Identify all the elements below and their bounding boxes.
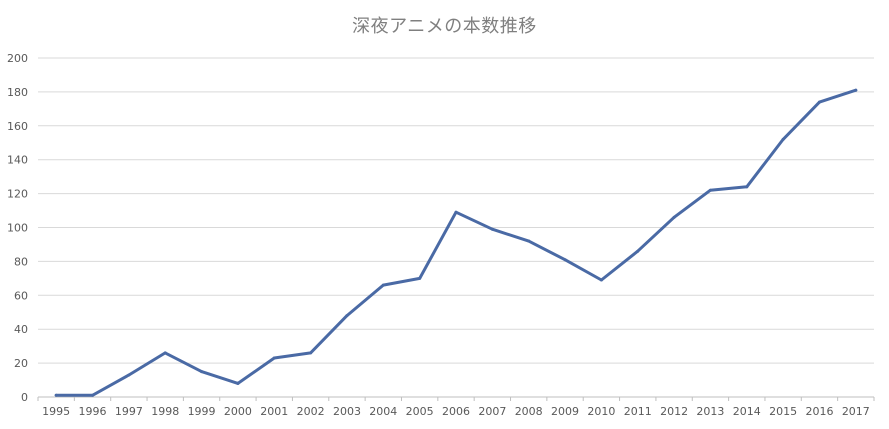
x-tick-label: 1998	[151, 405, 179, 418]
data-point	[490, 227, 494, 231]
x-tick-label: 2004	[369, 405, 397, 418]
x-tick-label: 2008	[515, 405, 543, 418]
x-tick-label: 2001	[260, 405, 288, 418]
y-tick-label: 0	[21, 391, 28, 404]
data-point	[236, 381, 240, 385]
y-tick-label: 20	[14, 357, 28, 370]
x-tick-label: 2015	[769, 405, 797, 418]
axes	[37, 396, 875, 401]
x-tick-label: 1995	[42, 405, 70, 418]
x-tick-label: 2003	[333, 405, 361, 418]
data-point	[345, 314, 349, 318]
y-tick-label: 160	[7, 120, 28, 133]
x-tick-labels: 1995 1996 1997 1998 1999 2000 2001 2002 2003 2004…	[42, 405, 870, 418]
chart-title: 深夜アニメの本数推移	[352, 16, 537, 37]
data-point	[708, 188, 712, 192]
x-tick-label: 2013	[696, 405, 724, 418]
data-point	[781, 137, 785, 141]
x-tick-label: 2000	[224, 405, 252, 418]
data-point	[381, 283, 385, 287]
data-point	[272, 356, 276, 360]
data-point	[599, 278, 603, 282]
y-tick-label: 80	[14, 255, 28, 268]
y-tick-label: 120	[7, 188, 28, 201]
y-tick-label: 40	[14, 323, 28, 336]
data-point	[54, 393, 58, 397]
x-tick-label: 1997	[115, 405, 143, 418]
x-tick-label: 2012	[660, 405, 688, 418]
data-point	[163, 351, 167, 355]
data-point	[527, 239, 531, 243]
x-tick-label: 2005	[406, 405, 434, 418]
data-point	[563, 258, 567, 262]
x-tick-label: 2016	[805, 405, 833, 418]
data-point	[817, 100, 821, 104]
series-line	[54, 88, 858, 397]
data-point	[127, 373, 131, 377]
y-tick-label: 60	[14, 289, 28, 302]
data-point	[418, 276, 422, 280]
data-point	[200, 370, 204, 374]
x-tick-label: 2002	[297, 405, 325, 418]
data-point	[454, 210, 458, 214]
x-tick-label: 2017	[842, 405, 870, 418]
data-point	[672, 215, 676, 219]
x-tick-label: 2006	[442, 405, 470, 418]
data-point	[745, 185, 749, 189]
data-point	[854, 88, 858, 92]
x-tick-label: 1996	[79, 405, 107, 418]
y-tick-labels: 0 20 40 60 80 100 120 140 160 180 200	[7, 52, 28, 404]
x-tick-label: 2010	[587, 405, 615, 418]
y-tick-label: 140	[7, 154, 28, 167]
data-point	[91, 393, 95, 397]
y-tick-label: 180	[7, 86, 28, 99]
data-point	[309, 351, 313, 355]
y-tick-label: 200	[7, 52, 28, 65]
x-tick-label: 2007	[478, 405, 506, 418]
y-tick-label: 100	[7, 222, 28, 235]
x-tick-label: 2014	[733, 405, 761, 418]
x-tick-label: 2011	[624, 405, 652, 418]
data-point	[636, 249, 640, 253]
series-layer	[54, 88, 858, 397]
x-tick-label: 2009	[551, 405, 579, 418]
x-tick-label: 1999	[188, 405, 216, 418]
gridlines	[38, 57, 874, 364]
